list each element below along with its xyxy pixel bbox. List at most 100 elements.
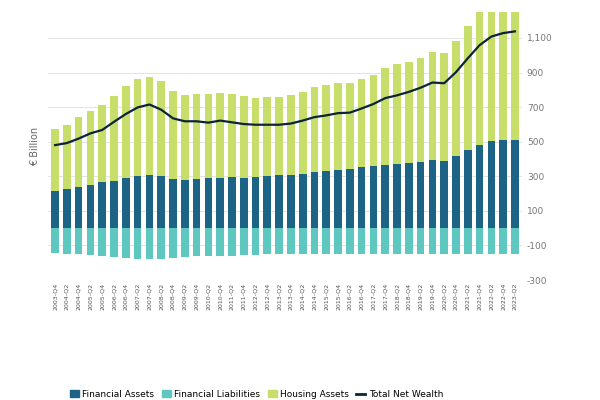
Bar bbox=[488, 0, 495, 141]
Bar bbox=[488, 141, 495, 228]
Bar bbox=[287, 228, 295, 254]
Bar bbox=[405, 228, 413, 254]
Bar bbox=[63, 228, 71, 254]
Bar bbox=[63, 125, 71, 189]
Bar bbox=[122, 228, 130, 258]
Bar bbox=[240, 96, 248, 178]
Bar bbox=[299, 228, 307, 254]
Bar bbox=[193, 228, 200, 256]
Bar bbox=[157, 228, 165, 259]
Bar bbox=[346, 169, 353, 228]
Bar bbox=[311, 172, 319, 228]
Bar bbox=[476, 145, 484, 228]
Bar bbox=[440, 54, 448, 161]
Bar bbox=[358, 228, 365, 254]
Bar bbox=[311, 87, 319, 172]
Bar bbox=[181, 228, 188, 257]
Bar bbox=[228, 177, 236, 228]
Bar bbox=[393, 228, 401, 254]
Bar bbox=[228, 94, 236, 177]
Bar bbox=[205, 178, 212, 228]
Bar bbox=[322, 86, 330, 171]
Bar bbox=[205, 94, 212, 178]
Bar bbox=[169, 228, 177, 258]
Bar bbox=[251, 228, 259, 255]
Bar bbox=[51, 129, 59, 191]
Bar bbox=[263, 176, 271, 228]
Bar bbox=[452, 156, 460, 228]
Bar bbox=[405, 163, 413, 228]
Bar bbox=[417, 58, 424, 162]
Bar bbox=[86, 110, 94, 185]
Bar bbox=[511, 228, 519, 254]
Bar bbox=[122, 86, 130, 178]
Bar bbox=[370, 166, 377, 228]
Bar bbox=[205, 228, 212, 256]
Bar bbox=[393, 64, 401, 164]
Bar bbox=[499, 0, 507, 140]
Bar bbox=[464, 26, 472, 150]
Bar bbox=[193, 94, 200, 179]
Bar bbox=[334, 170, 342, 228]
Bar bbox=[86, 185, 94, 228]
Bar bbox=[217, 178, 224, 228]
Bar bbox=[98, 182, 106, 228]
Bar bbox=[98, 104, 106, 182]
Bar bbox=[346, 228, 353, 254]
Legend: Financial Assets, Financial Liabilities, Housing Assets, Total Net Wealth: Financial Assets, Financial Liabilities,… bbox=[66, 386, 447, 400]
Bar bbox=[370, 228, 377, 254]
Bar bbox=[134, 80, 142, 176]
Y-axis label: € Billion: € Billion bbox=[31, 126, 40, 166]
Bar bbox=[428, 228, 436, 254]
Bar bbox=[370, 74, 377, 166]
Bar bbox=[251, 98, 259, 177]
Bar bbox=[322, 228, 330, 254]
Bar bbox=[275, 228, 283, 254]
Bar bbox=[358, 167, 365, 228]
Bar bbox=[157, 176, 165, 228]
Bar bbox=[464, 150, 472, 228]
Bar bbox=[417, 162, 424, 228]
Bar bbox=[382, 68, 389, 164]
Bar bbox=[499, 228, 507, 254]
Bar bbox=[181, 95, 188, 180]
Bar bbox=[499, 140, 507, 228]
Bar bbox=[51, 191, 59, 228]
Bar bbox=[63, 189, 71, 228]
Bar bbox=[382, 228, 389, 254]
Bar bbox=[122, 178, 130, 228]
Bar bbox=[334, 83, 342, 170]
Bar bbox=[488, 228, 495, 254]
Bar bbox=[275, 97, 283, 175]
Bar bbox=[157, 81, 165, 176]
Bar bbox=[86, 228, 94, 255]
Bar bbox=[217, 93, 224, 178]
Bar bbox=[275, 175, 283, 228]
Bar bbox=[263, 228, 271, 254]
Bar bbox=[217, 228, 224, 256]
Bar bbox=[428, 52, 436, 160]
Bar bbox=[75, 118, 82, 187]
Bar bbox=[452, 41, 460, 156]
Bar bbox=[251, 177, 259, 228]
Bar bbox=[476, 8, 484, 145]
Bar bbox=[322, 171, 330, 228]
Bar bbox=[452, 228, 460, 254]
Bar bbox=[358, 79, 365, 167]
Bar bbox=[405, 62, 413, 163]
Bar bbox=[417, 228, 424, 254]
Bar bbox=[110, 228, 118, 257]
Bar bbox=[299, 174, 307, 228]
Bar bbox=[134, 176, 142, 228]
Bar bbox=[263, 97, 271, 176]
Bar bbox=[169, 179, 177, 228]
Bar bbox=[476, 228, 484, 254]
Bar bbox=[75, 228, 82, 254]
Bar bbox=[75, 187, 82, 228]
Bar bbox=[193, 179, 200, 228]
Bar bbox=[428, 160, 436, 228]
Bar bbox=[240, 228, 248, 255]
Bar bbox=[169, 91, 177, 179]
Bar bbox=[287, 174, 295, 228]
Bar bbox=[464, 228, 472, 254]
